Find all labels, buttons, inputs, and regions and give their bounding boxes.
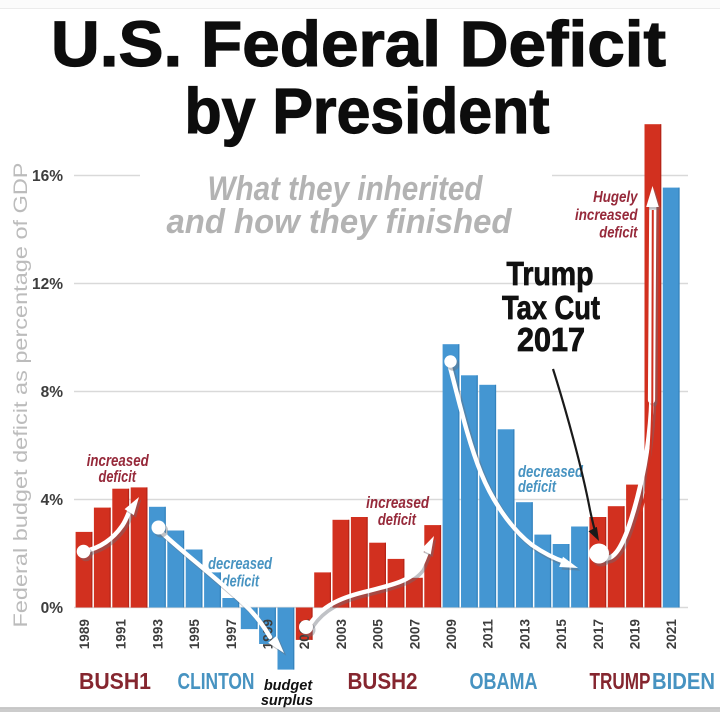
svg-text:CLINTON: CLINTON xyxy=(178,668,255,694)
svg-text:Hugely: Hugely xyxy=(593,189,638,206)
svg-text:decreased: decreased xyxy=(518,462,583,481)
svg-text:2019: 2019 xyxy=(628,619,643,650)
svg-text:and how they finished: and how they finished xyxy=(167,203,513,241)
svg-text:What they inherited: What they inherited xyxy=(208,170,484,208)
svg-text:OBAMA: OBAMA xyxy=(470,668,538,694)
svg-text:12%: 12% xyxy=(32,276,63,293)
svg-text:4%: 4% xyxy=(41,492,64,509)
svg-text:2017: 2017 xyxy=(517,321,585,358)
svg-text:8%: 8% xyxy=(41,384,64,401)
svg-text:1993: 1993 xyxy=(150,619,165,650)
svg-text:deficit: deficit xyxy=(99,467,138,486)
svg-text:0%: 0% xyxy=(41,600,64,617)
svg-text:2021: 2021 xyxy=(664,619,679,650)
svg-text:increased: increased xyxy=(87,451,149,470)
svg-text:decreased: decreased xyxy=(208,554,272,573)
svg-text:deficit: deficit xyxy=(378,510,417,529)
svg-text:2005: 2005 xyxy=(371,619,386,650)
svg-text:U.S. Federal Deficit: U.S. Federal Deficit xyxy=(51,8,666,80)
svg-text:2017: 2017 xyxy=(591,619,606,649)
svg-text:2007: 2007 xyxy=(407,619,422,649)
svg-text:BUSH2: BUSH2 xyxy=(348,668,418,694)
svg-text:deficit: deficit xyxy=(222,572,260,591)
svg-text:2015: 2015 xyxy=(554,619,569,650)
svg-text:16%: 16% xyxy=(32,168,63,185)
svg-text:2003: 2003 xyxy=(334,619,349,650)
svg-text:BIDEN: BIDEN xyxy=(652,668,715,694)
svg-text:Tax Cut: Tax Cut xyxy=(502,289,600,326)
svg-text:1995: 1995 xyxy=(187,619,202,650)
svg-text:2009: 2009 xyxy=(444,619,459,650)
svg-text:1991: 1991 xyxy=(114,619,129,650)
svg-text:2013: 2013 xyxy=(517,619,532,650)
svg-text:deficit: deficit xyxy=(599,225,638,242)
svg-text:1997: 1997 xyxy=(224,619,239,649)
svg-text:2011: 2011 xyxy=(481,619,496,649)
svg-text:Trump: Trump xyxy=(507,255,594,292)
svg-text:deficit: deficit xyxy=(518,477,557,496)
svg-text:1989: 1989 xyxy=(77,619,92,650)
svg-text:budget: budget xyxy=(264,678,313,694)
svg-text:TRUMP: TRUMP xyxy=(590,668,651,694)
svg-text:surplus: surplus xyxy=(261,693,313,709)
svg-text:increased: increased xyxy=(366,493,429,512)
svg-text:increased: increased xyxy=(575,207,639,224)
svg-text:BUSH1: BUSH1 xyxy=(79,668,151,694)
svg-text:Federal budget deficit as perc: Federal budget deficit as percentage of … xyxy=(11,163,32,628)
svg-text:by President: by President xyxy=(185,75,550,147)
